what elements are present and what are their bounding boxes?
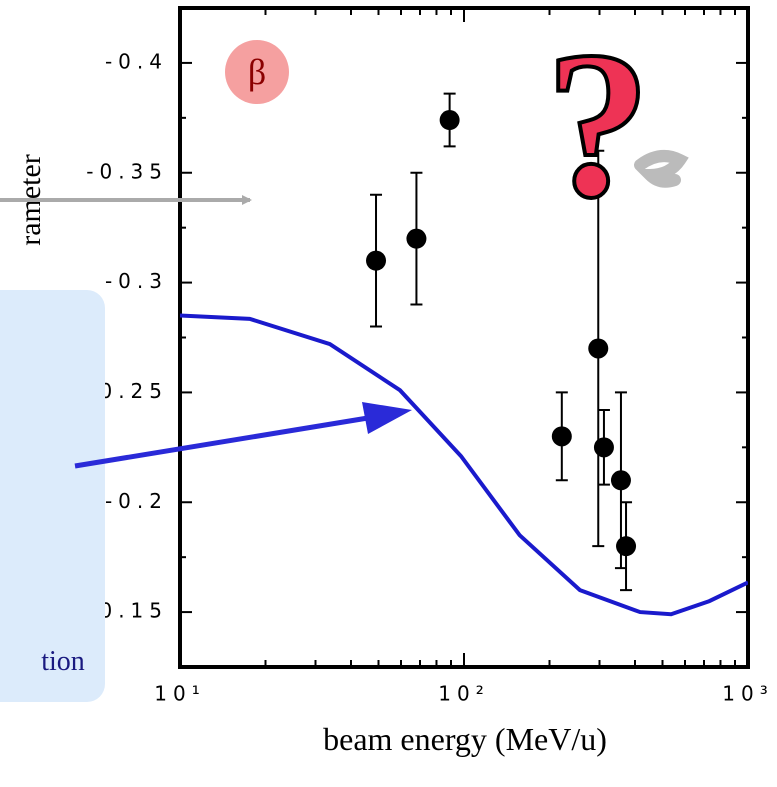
- data-point: [610, 470, 631, 491]
- data-point: [616, 536, 637, 557]
- y-tick-label: -0.3: [105, 269, 168, 293]
- x-tick-label: 10²: [438, 682, 489, 706]
- data-point: [588, 338, 609, 359]
- x-tick-label: 10¹: [154, 682, 205, 706]
- note-text: tion: [41, 646, 85, 677]
- smoke: [634, 150, 689, 188]
- note-box: [0, 290, 105, 702]
- data-point: [551, 426, 572, 447]
- blue-arrow: [74, 413, 381, 469]
- y-tick-label: -0.2: [105, 489, 168, 513]
- data-point: [366, 250, 387, 271]
- x-tick-label: 10³: [722, 682, 773, 706]
- badge-circle: [225, 40, 289, 104]
- badge: β: [248, 52, 266, 92]
- model-curve: [180, 313, 748, 617]
- y-tick-label: -0.35: [86, 159, 168, 183]
- plot-frame: [178, 6, 750, 669]
- x-axis-label: beam energy (MeV/u): [323, 721, 607, 757]
- question-mark: ?: [546, 9, 651, 241]
- y-tick-label: -0.4: [105, 49, 168, 73]
- blue-arrow-head: [362, 402, 412, 434]
- data-point: [593, 437, 614, 458]
- data-point: [406, 228, 427, 249]
- data-point: [439, 110, 460, 131]
